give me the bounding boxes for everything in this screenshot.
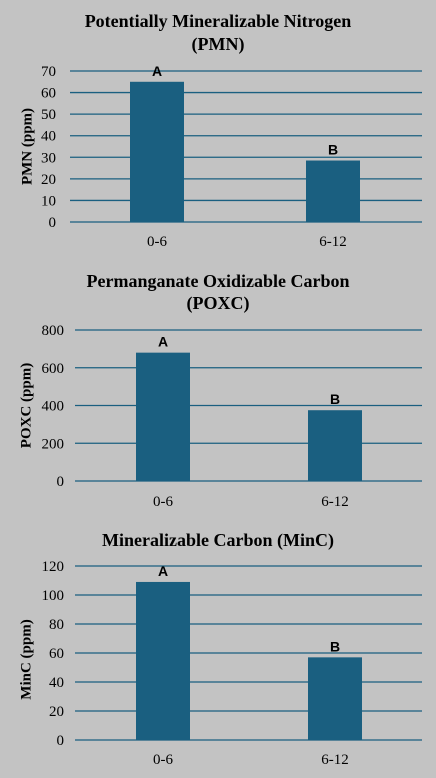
y-tick-label: 400 [42,399,65,415]
x-tick-label: 0-6 [153,752,173,768]
bar-significance-label: A [158,334,168,350]
y-tick-label: 60 [41,86,56,102]
y-tick-label: 200 [42,436,65,452]
chart-title-line1: Mineralizable Carbon (MinC) [102,530,334,550]
bar-significance-label: A [158,563,168,579]
chart-title-line2: (PMN) [191,34,245,54]
bar [136,352,190,481]
y-tick-label: 70 [41,64,56,80]
bar [130,81,184,223]
bar-significance-label: A [152,63,162,79]
bar-significance-label: B [330,391,340,407]
y-tick-label: 40 [41,129,56,145]
y-tick-label: 0 [57,733,65,749]
bar [308,657,362,740]
y-tick-label: 600 [42,361,65,377]
x-tick-label: 6-12 [321,752,349,768]
x-tick-label: 6-12 [321,494,349,510]
bar-significance-label: B [328,142,338,158]
y-tick-label: 40 [49,675,64,691]
y-tick-label: 120 [42,559,65,575]
bar-significance-label: B [330,638,340,654]
y-tick-label: 60 [49,646,64,662]
y-tick-label: 20 [49,704,64,720]
y-tick-label: 0 [49,215,57,231]
x-tick-label: 0-6 [147,234,167,250]
chart-title-line2: (POXC) [186,293,250,313]
chart-title-line1: Potentially Mineralizable Nitrogen [84,11,352,31]
bar [306,160,360,222]
bar [136,581,190,740]
chart-title-line1: Permanganate Oxidizable Carbon [86,271,350,291]
y-tick-label: 20 [41,172,56,188]
x-tick-label: 6-12 [319,234,347,250]
y-tick-label: 10 [41,193,56,209]
y-tick-label: 100 [42,588,65,604]
y-tick-label: 0 [57,474,65,490]
y-tick-label: 800 [42,323,65,339]
x-tick-label: 0-6 [153,494,173,510]
y-tick-label: 50 [41,107,56,123]
bar [308,410,362,481]
y-tick-label: 30 [41,150,56,166]
y-tick-label: 80 [49,617,64,633]
